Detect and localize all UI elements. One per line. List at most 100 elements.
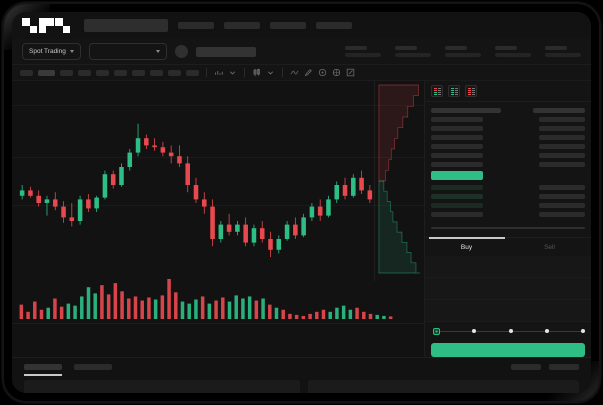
orderbook-ask-row[interactable] [431,115,585,124]
gridline [12,205,424,206]
bottom-actions [511,364,579,370]
timeframe-button[interactable] [114,69,127,76]
orderbook-bid-row[interactable] [431,183,585,192]
orderbook-both-icon[interactable] [431,85,443,97]
orderbook-ask-row[interactable] [431,151,585,160]
nav-item-1[interactable] [178,22,214,29]
gridline [12,105,424,106]
orderbook-rows[interactable] [425,102,591,219]
bottom-action-1[interactable] [511,364,541,370]
chevron-down-icon[interactable] [266,68,275,77]
orderbook-bids-icon[interactable] [448,85,460,97]
ticker-stats [345,46,581,57]
main-area: Buy Sell [12,81,591,357]
chevron-down-icon [69,50,74,53]
bottom-action-2[interactable] [549,364,579,370]
bottom-panel [12,357,591,393]
bid-price [431,203,483,208]
tab-sell-label: Sell [544,243,555,251]
app-screen: Spot Trading [12,12,591,393]
tab-sell[interactable]: Sell [508,238,591,256]
bottom-content [12,376,591,393]
toolbar-divider [244,68,245,77]
indicators-icon[interactable] [214,68,223,77]
chart-type-icon[interactable] [252,68,261,77]
slider-handle[interactable] [433,327,440,335]
okx-logo[interactable] [22,18,70,33]
ask-amount [539,153,585,158]
toolbar-divider [282,68,283,77]
timeframe-button[interactable] [78,69,91,76]
volume-series [19,279,393,319]
pair-select[interactable] [88,43,167,60]
nav-item-3[interactable] [270,22,306,29]
orderbook-bid-row[interactable] [431,201,585,210]
ask-amount [539,162,585,167]
slider-mark[interactable] [581,329,585,333]
timeframe-button[interactable] [60,69,73,76]
market-type-dropdown[interactable]: Spot Trading [22,43,81,60]
settings-icon[interactable] [332,68,341,77]
timeframe-button[interactable] [168,69,181,76]
stat-value [445,53,481,57]
trade-form: Buy Sell [425,237,591,357]
avatar[interactable] [174,45,188,58]
fullscreen-icon[interactable] [346,68,355,77]
price-chart-panel[interactable] [12,81,424,357]
orderbook-ask-row[interactable] [431,160,585,169]
tab-buy[interactable]: Buy [425,238,508,256]
amount-slider[interactable] [425,322,591,340]
order-field-1[interactable] [425,256,591,278]
stat-item [345,46,381,57]
pencil-icon[interactable] [304,68,313,77]
bid-amount [539,212,585,217]
bid-amount [539,194,585,199]
order-field-2[interactable] [425,278,591,300]
slider-mark[interactable] [472,329,477,333]
stat-value [545,53,581,57]
orderbook-bid-row[interactable] [431,210,585,219]
bottom-tab-active[interactable] [24,364,62,370]
line-chart-icon[interactable] [290,68,299,77]
orderbook-ask-row[interactable] [431,124,585,133]
timeframe-button-active[interactable] [38,69,55,76]
stat-item [445,46,481,57]
top-navigation-bar [12,12,591,39]
timeframe-button[interactable] [150,69,163,76]
orderbook-ask-row[interactable] [431,133,585,142]
buy-sell-tabs: Buy Sell [425,237,591,256]
bottom-tab[interactable] [74,364,112,370]
nav-item-2[interactable] [224,22,260,29]
timeframe-button[interactable] [20,69,33,76]
stat-value [495,53,531,57]
nav-item-active[interactable] [84,19,168,32]
submit-order-button[interactable] [431,343,585,357]
chevron-down-icon[interactable] [228,68,237,77]
magnet-icon[interactable] [318,68,327,77]
slider-mark[interactable] [508,329,513,333]
tab-buy-label: Buy [460,243,473,251]
market-type-label: Spot Trading [29,48,66,55]
toolbar-divider [206,68,207,77]
slider-mark[interactable] [544,329,549,333]
timeframe-button[interactable] [132,69,145,76]
orderbook-scrollbar[interactable] [431,227,585,229]
last-price-row[interactable] [431,170,585,182]
timeframe-button[interactable] [186,69,199,76]
nav-item-4[interactable] [316,22,352,29]
stat-value [395,53,431,57]
bottom-panel-right[interactable] [308,380,579,393]
orderbook-ask-row[interactable] [431,142,585,151]
timeframe-button[interactable] [96,69,109,76]
bottom-tabs [12,358,591,376]
orderbook-bid-row[interactable] [431,192,585,201]
stat-label [495,46,517,50]
orderbook-asks-icon[interactable] [465,85,477,97]
column-header-price [431,108,501,113]
stat-item [395,46,431,57]
bottom-panel-left[interactable] [24,380,301,393]
ask-amount [539,117,585,122]
active-tab-underline [24,374,62,376]
order-field-3[interactable] [425,300,591,322]
